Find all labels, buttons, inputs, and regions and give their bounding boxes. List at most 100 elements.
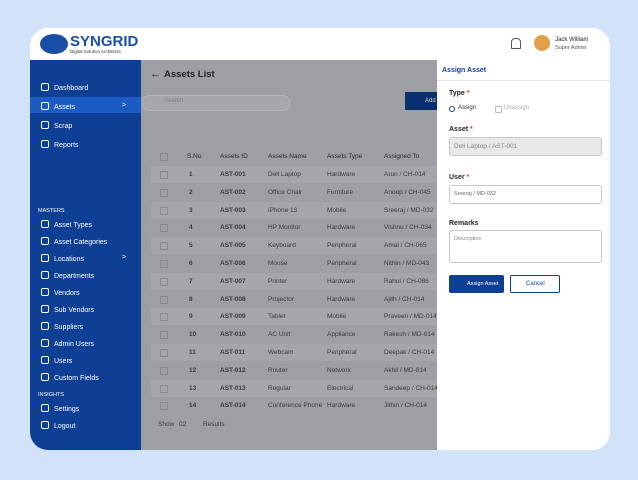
nav-item[interactable]: Admin Users (41, 339, 94, 348)
row-checkbox[interactable] (160, 384, 168, 393)
row-stripe (151, 166, 437, 183)
nav-item[interactable]: Departments (41, 271, 94, 280)
header-checkbox[interactable] (160, 153, 168, 161)
nav-icon (41, 237, 49, 245)
table-cell: Amal / CH-065 (384, 242, 427, 250)
add-button[interactable] (405, 92, 437, 110)
row-checkbox[interactable] (160, 224, 168, 233)
row-checkbox[interactable] (160, 171, 168, 179)
page-size[interactable]: 02 (179, 421, 187, 428)
row-checkbox[interactable] (160, 277, 168, 286)
table-cell: 11 (189, 349, 196, 356)
table-cell: Printer (268, 277, 288, 285)
nav-icon (41, 121, 49, 129)
remarks-input[interactable] (449, 230, 602, 263)
nav-item[interactable]: Assets (41, 102, 75, 111)
assign-panel: Assign Asset Type * Assign Unassign Asse… (437, 60, 610, 450)
nav-item[interactable]: Scrap (41, 121, 72, 130)
nav-label: Assets (54, 104, 76, 111)
nav-icon (41, 83, 49, 91)
nav-item[interactable]: Users (41, 356, 72, 365)
table-cell: Mouse (268, 260, 288, 267)
table-cell: 7 (189, 277, 193, 285)
app-window: SYNGRID Digital Solution Architects Jack… (30, 28, 610, 450)
table-cell: AST-005 (220, 242, 246, 250)
row-stripe (151, 272, 437, 290)
nav-item[interactable]: Locations (41, 254, 84, 263)
row-checkbox[interactable] (160, 188, 168, 197)
table-cell: Office Chair (268, 188, 303, 196)
column-header[interactable]: Assets Type (327, 153, 363, 160)
nav-item[interactable]: Suppliers (41, 322, 83, 331)
table-cell: AST-001 (220, 171, 246, 178)
table-cell: Jithin / CH-014 (384, 402, 427, 410)
nav-item[interactable]: Dashboard (41, 83, 88, 92)
row-checkbox[interactable] (160, 242, 168, 251)
avatar[interactable] (534, 35, 550, 51)
row-stripe (151, 237, 437, 255)
cancel-button[interactable] (510, 275, 560, 293)
column-header[interactable]: Assets ID (220, 153, 248, 160)
search-box[interactable] (142, 95, 290, 111)
nav-item[interactable]: Custom Fields (41, 373, 99, 382)
row-checkbox[interactable] (160, 260, 168, 268)
row-checkbox[interactable] (160, 349, 168, 357)
nav-icon (41, 421, 49, 429)
column-header[interactable]: Assigned To (384, 153, 420, 160)
user-role: Super Admin (555, 45, 587, 51)
cancel-button-label: Cancel (526, 281, 545, 287)
table-cell: AST-012 (220, 366, 246, 374)
row-checkbox[interactable] (160, 331, 168, 340)
table-cell: Sreeraj / MD-032 (384, 206, 434, 214)
nav-icon (41, 102, 49, 110)
table-cell: Vishnu / CH-034 (384, 224, 432, 232)
divider (437, 80, 610, 81)
assets-table: S.No Assets ID Assets Name Assets Type Assig… (141, 60, 438, 450)
nav-item[interactable]: Logout (41, 421, 75, 430)
nav-icon (41, 339, 49, 347)
radio-assign[interactable] (449, 106, 455, 112)
nav-arrow: > (122, 102, 127, 109)
add-button-label: Add (425, 98, 436, 104)
nav-label: Reports (54, 142, 79, 149)
back-arrow[interactable]: ← (150, 68, 161, 80)
nav-label: Asset Types (54, 222, 93, 229)
user-select[interactable] (449, 185, 602, 204)
table-cell: Praveen / MD-014 (384, 313, 437, 321)
nav-item[interactable]: Vendors (41, 288, 80, 297)
row-checkbox[interactable] (160, 366, 168, 375)
column-header[interactable]: S.No (187, 153, 202, 160)
nav-item[interactable]: Asset Categories (41, 237, 107, 246)
table-cell: Mobile (327, 313, 347, 321)
nav-item[interactable]: Sub Vendors (41, 305, 94, 314)
user-value: Sreeraj / MD-032 (454, 191, 496, 197)
nav-icon (41, 322, 49, 330)
column-header[interactable]: Assets Name (268, 153, 307, 160)
nav-arrow: > (122, 254, 127, 261)
nav-label: Departments (54, 273, 95, 280)
table-cell: Regular (268, 384, 291, 392)
asset-select[interactable] (449, 137, 602, 156)
table-cell: Rahul / CH-086 (384, 277, 429, 285)
assign-button[interactable] (449, 275, 504, 293)
nav-label: Dashboard (54, 85, 89, 92)
bell-icon[interactable] (511, 38, 521, 49)
table-cell: AST-006 (220, 260, 246, 267)
row-checkbox[interactable] (160, 295, 168, 304)
table-cell: Conference Phone (268, 402, 323, 410)
row-checkbox[interactable] (160, 313, 168, 322)
nav-item[interactable]: Reports (41, 140, 79, 149)
radio-unassign[interactable] (495, 106, 502, 113)
table-cell: Electrical (327, 384, 354, 392)
table-cell: 12 (189, 366, 197, 374)
nav-icon (41, 254, 49, 262)
nav-item[interactable]: Settings (41, 404, 79, 413)
row-checkbox[interactable] (160, 402, 168, 411)
sidebar: Dashboard Assets > Scrap Reports MASTERS Asset… (30, 60, 141, 450)
table-cell: Furniture (327, 188, 354, 196)
nav-icon (41, 373, 49, 381)
nav-item[interactable]: Asset Types (41, 220, 92, 229)
table-cell: AST-014 (220, 402, 246, 410)
row-checkbox[interactable] (160, 206, 168, 215)
